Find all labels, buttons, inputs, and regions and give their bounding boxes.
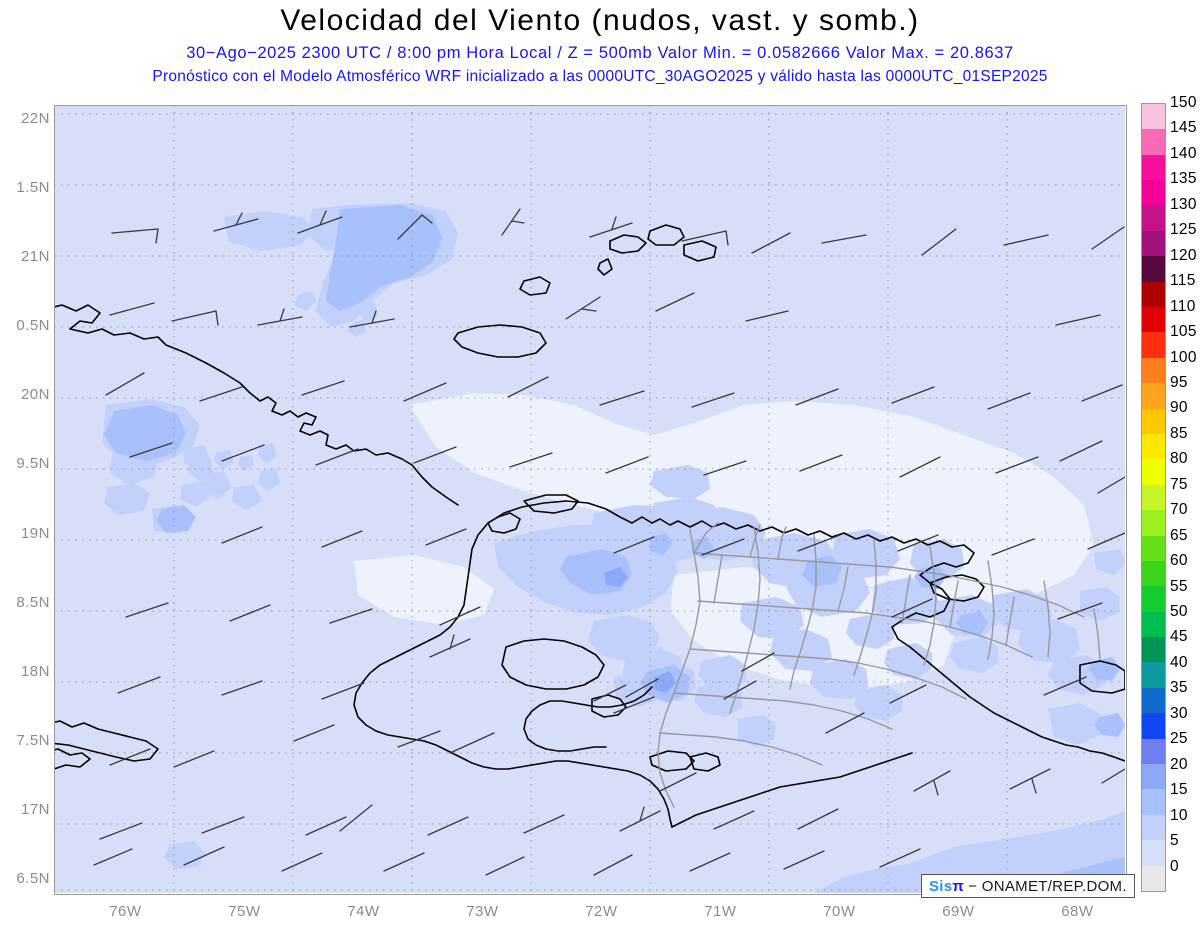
colorbar-tick-label: 65	[1170, 526, 1188, 544]
y-axis-tick-label: 1.5N	[16, 178, 50, 196]
pi-brand-icon: π	[952, 877, 965, 895]
x-axis-tick-label: 75W	[228, 903, 261, 920]
subtitle-run-info: 30−Ago−2025 2300 UTC / 8:00 pm Hora Loca…	[186, 44, 1014, 62]
colorbar-band	[1142, 205, 1165, 231]
colorbar-tick-label: 10	[1170, 806, 1188, 824]
y-axis-tick-label: 20N	[20, 386, 50, 404]
colorbar-band	[1142, 789, 1165, 815]
colorbar-band	[1142, 256, 1165, 282]
colorbar-tick-label: 125	[1170, 221, 1197, 239]
colorbar-band	[1142, 281, 1165, 308]
y-axis-tick-label: 7.5N	[16, 731, 50, 749]
y-axis-tick-label: 19N	[20, 524, 50, 542]
colorbar-tick-label: 90	[1170, 399, 1188, 417]
colorbar-tick-label: 80	[1170, 450, 1188, 468]
colorbar-band	[1142, 433, 1165, 460]
colorbar-tick-label: 30	[1170, 704, 1188, 722]
colorbar-tick-label: 135	[1170, 170, 1197, 188]
colorbar-band	[1142, 154, 1165, 181]
colorbar-tick-label: 105	[1170, 323, 1197, 341]
colorbar-band	[1142, 738, 1165, 765]
colorbar-tick-label: 15	[1170, 781, 1188, 799]
subtitle-model-info: Pronóstico con el Modelo Atmosférico WRF…	[152, 68, 1048, 85]
colorbar-tick-label: 120	[1170, 246, 1197, 264]
y-axis-tick-label: 18N	[20, 662, 50, 680]
y-axis-tick-label: 22N	[20, 109, 50, 127]
colorbar-tick-label: 130	[1170, 195, 1197, 213]
y-axis-tick-label: 9.5N	[16, 455, 50, 473]
colorbar-tick-label: 95	[1170, 373, 1188, 391]
colorbar-tick-label: 85	[1170, 424, 1188, 442]
colorbar-band	[1142, 865, 1165, 891]
colorbar-tick-label: 150	[1170, 94, 1197, 111]
colorbar-tick-label: 0	[1170, 857, 1179, 875]
colorbar-band	[1142, 459, 1165, 485]
y-axis-tick-label: 17N	[20, 801, 50, 819]
x-axis-tick-label: 71W	[704, 903, 737, 920]
colorbar-band	[1142, 510, 1165, 536]
y-axis-tick-label: 8.5N	[16, 593, 50, 611]
x-axis-tick-label: 76W	[109, 903, 142, 920]
colorbar-band	[1142, 307, 1165, 333]
page-title: Velocidad del Viento (nudos, vast. y som…	[280, 4, 920, 37]
x-axis-tick-label: 74W	[347, 903, 380, 920]
colorbar-band	[1142, 180, 1165, 206]
credit-badge: Sis π − ONAMET/REP.DOM.	[921, 874, 1135, 898]
colorbar-band	[1142, 230, 1165, 257]
colorbar-band	[1142, 129, 1165, 155]
colorbar-band	[1142, 611, 1165, 638]
y-axis-tick-label: 0.5N	[16, 317, 50, 335]
colorbar-tick-label: 35	[1170, 679, 1188, 697]
colorbar-tick-label: 75	[1170, 475, 1188, 493]
x-axis-tick-label: 72W	[585, 903, 618, 920]
credit-org-text: − ONAMET/REP.DOM.	[968, 877, 1127, 895]
colorbar-band	[1142, 484, 1165, 511]
colorbar-tick-label: 115	[1170, 272, 1196, 290]
colorbar[interactable]	[1141, 103, 1166, 892]
colorbar-tick-label: 70	[1170, 501, 1188, 519]
colorbar-tick-label: 45	[1170, 628, 1188, 646]
colorbar-tick-label: 55	[1170, 577, 1188, 595]
colorbar-tick-label: 5	[1170, 832, 1179, 850]
colorbar-tick-label: 110	[1170, 297, 1196, 315]
colorbar-band	[1142, 814, 1165, 841]
colorbar-band	[1142, 408, 1165, 434]
colorbar-tick-label: 140	[1170, 144, 1197, 162]
sis-brand-text: Sis	[929, 877, 953, 895]
colorbar-band	[1142, 662, 1165, 688]
colorbar-tick-label: 40	[1170, 653, 1188, 671]
colorbar-tick-label: 100	[1170, 348, 1197, 366]
colorbar-band	[1142, 586, 1165, 612]
colorbar-band	[1142, 332, 1165, 358]
colorbar-band	[1142, 764, 1165, 790]
y-axis-tick-label: 6.5N	[16, 870, 50, 888]
x-axis-tick-label: 70W	[823, 903, 856, 920]
colorbar-band	[1142, 103, 1165, 130]
colorbar-band	[1142, 560, 1165, 587]
colorbar-band	[1142, 687, 1165, 714]
map-canvas	[54, 105, 1125, 893]
colorbar-tick-label: 50	[1170, 603, 1188, 621]
x-axis-tick-label: 73W	[466, 903, 499, 920]
colorbar-band	[1142, 357, 1165, 384]
colorbar-tick-label: 25	[1170, 730, 1188, 748]
colorbar-tick-label: 145	[1170, 119, 1197, 137]
colorbar-band	[1142, 383, 1165, 409]
x-axis-tick-label: 68W	[1061, 903, 1094, 920]
x-axis-tick-label: 69W	[942, 903, 975, 920]
colorbar-band	[1142, 637, 1165, 663]
colorbar-tick-label: 60	[1170, 552, 1188, 570]
map-plot-area[interactable]	[54, 105, 1125, 893]
colorbar-band	[1142, 840, 1165, 866]
colorbar-band	[1142, 713, 1165, 739]
colorbar-tick-label: 20	[1170, 755, 1188, 773]
y-axis-tick-label: 21N	[20, 248, 50, 266]
colorbar-band	[1142, 535, 1165, 561]
